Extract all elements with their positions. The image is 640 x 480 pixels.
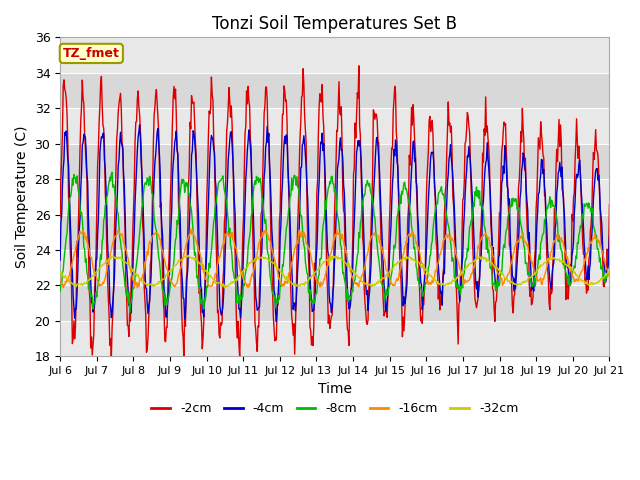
-2cm <box>124 323 131 328</box>
-32cm <box>123 261 131 266</box>
X-axis label: Time: Time <box>318 382 352 396</box>
-4cm <box>403 281 411 287</box>
Bar <box>60 215 609 250</box>
Legend: -2cm, -4cm, -8cm, -16cm, -32cm: -2cm, -4cm, -8cm, -16cm, -32cm <box>146 397 524 420</box>
-2cm <box>56 214 64 220</box>
-8cm <box>419 293 427 299</box>
-2cm <box>209 92 216 97</box>
Line: -16cm: -16cm <box>60 229 609 288</box>
-32cm <box>209 275 216 281</box>
-32cm <box>179 256 186 262</box>
-8cm <box>403 189 411 194</box>
Line: -8cm: -8cm <box>60 172 609 312</box>
-4cm <box>179 295 187 301</box>
-8cm <box>124 295 131 300</box>
-32cm <box>185 252 193 258</box>
Line: -2cm: -2cm <box>60 66 609 358</box>
-16cm <box>67 269 74 275</box>
-2cm <box>355 63 363 69</box>
-4cm <box>605 233 613 239</box>
-4cm <box>136 122 143 128</box>
-8cm <box>56 288 64 294</box>
-32cm <box>419 265 427 271</box>
Bar <box>60 250 609 286</box>
Line: -32cm: -32cm <box>60 255 609 288</box>
-8cm <box>209 229 217 235</box>
Bar <box>60 73 609 108</box>
-2cm <box>179 335 187 340</box>
-16cm <box>179 256 187 262</box>
-4cm <box>419 299 427 305</box>
Bar <box>60 179 609 215</box>
-2cm <box>605 202 613 208</box>
-32cm <box>403 255 411 261</box>
-32cm <box>56 270 64 276</box>
-16cm <box>56 277 64 283</box>
-2cm <box>67 242 74 248</box>
-4cm <box>209 135 216 141</box>
Bar <box>60 321 609 356</box>
Bar <box>60 37 609 73</box>
-8cm <box>180 178 188 183</box>
-4cm <box>273 319 280 324</box>
-16cm <box>134 285 141 291</box>
-4cm <box>56 257 64 263</box>
-4cm <box>123 263 131 269</box>
Bar <box>60 108 609 144</box>
Bar <box>60 286 609 321</box>
-16cm <box>419 262 427 268</box>
Text: TZ_fmet: TZ_fmet <box>63 47 120 60</box>
Bar <box>60 144 609 179</box>
-16cm <box>605 274 613 280</box>
-8cm <box>605 269 613 275</box>
-32cm <box>67 280 74 286</box>
-8cm <box>108 169 116 175</box>
Title: Tonzi Soil Temperatures Set B: Tonzi Soil Temperatures Set B <box>212 15 458 33</box>
-4cm <box>67 213 74 219</box>
-2cm <box>108 355 115 361</box>
-2cm <box>419 302 427 308</box>
-16cm <box>123 249 131 254</box>
Y-axis label: Soil Temperature (C): Soil Temperature (C) <box>15 126 29 268</box>
-8cm <box>126 310 134 315</box>
-32cm <box>221 285 228 291</box>
-16cm <box>187 226 195 232</box>
Line: -4cm: -4cm <box>60 125 609 322</box>
-32cm <box>605 267 613 273</box>
-2cm <box>403 253 411 259</box>
-16cm <box>209 279 217 285</box>
-16cm <box>403 240 411 245</box>
-8cm <box>67 195 74 201</box>
